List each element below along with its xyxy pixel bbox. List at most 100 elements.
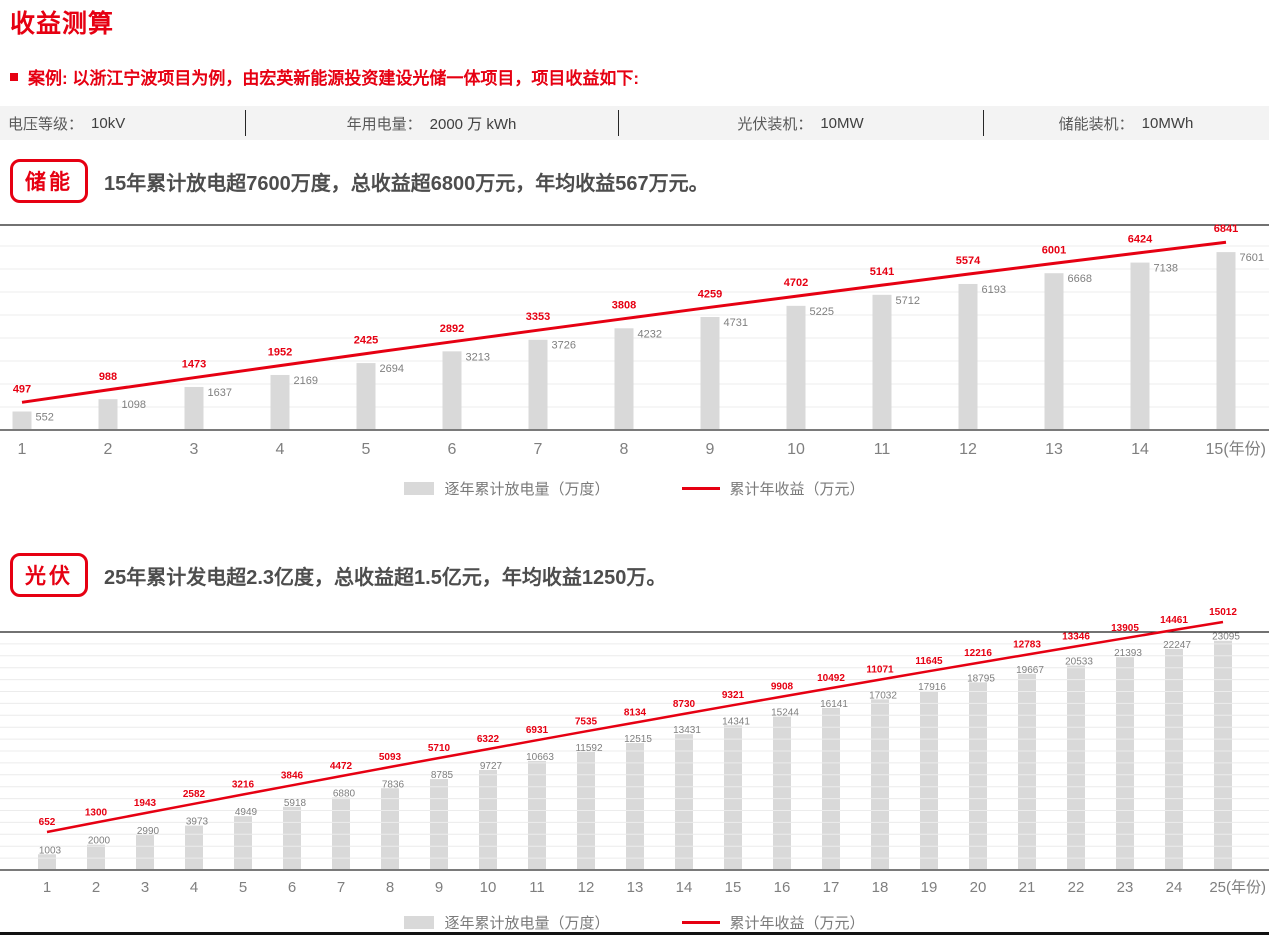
param-divider	[983, 110, 984, 136]
param-value: 10kV	[91, 114, 126, 132]
line-value-label: 3808	[612, 300, 636, 312]
line-value-label: 5141	[870, 266, 894, 278]
bar	[786, 305, 806, 430]
x-axis-label: 4	[190, 879, 198, 896]
bar-value-label: 12515	[624, 734, 652, 745]
bar	[381, 788, 399, 870]
param-label: 储能装机：	[1058, 115, 1134, 133]
bar	[430, 779, 448, 870]
param-item: 光伏装机： 10MW	[618, 106, 983, 140]
line-value-label: 13905	[1111, 623, 1139, 634]
bar	[773, 716, 791, 870]
page-title: 收益测算	[10, 10, 115, 38]
bar	[1116, 657, 1134, 870]
bar-value-label: 16141	[820, 699, 848, 710]
bar-value-label: 4232	[638, 328, 662, 340]
x-axis-label: 20	[970, 879, 987, 896]
bar-value-label: 20533	[1065, 657, 1093, 668]
bar-value-label: 5918	[284, 798, 307, 809]
x-axis-label: 17	[823, 879, 840, 896]
bar-value-label: 23095	[1212, 632, 1240, 643]
x-axis-label: 9	[706, 441, 715, 458]
bar-value-labels: 552 1098 1637 2169 2694 3213 3726 4232 4731 5225 5…	[36, 252, 1264, 423]
case-note: 案例: 以浙江宁波项目为例，由宏英新能源投资建设光储一体项目，项目收益如下:	[10, 64, 639, 89]
x-axis-label: 11	[529, 879, 545, 896]
line-value-label: 3353	[526, 311, 550, 323]
bar-value-label: 17032	[869, 690, 897, 701]
bar	[1165, 648, 1183, 870]
bar-value-label: 13431	[673, 725, 701, 736]
bar-value-label: 15244	[771, 708, 799, 719]
x-axis-label: 23	[1117, 879, 1134, 896]
bar-legend-swatch	[404, 916, 435, 929]
line-value-label: 652	[39, 817, 56, 828]
line-value-label: 2582	[183, 789, 206, 800]
bar-value-label: 1098	[122, 399, 146, 411]
bullet-square-icon	[10, 73, 18, 81]
bar	[872, 294, 892, 430]
bar	[1018, 673, 1036, 870]
x-axis-label: 6	[288, 879, 296, 896]
x-axis-label: 18	[872, 879, 889, 896]
line-legend-label: 累计年收益（万元）	[729, 915, 865, 932]
bar-value-label: 5712	[896, 295, 920, 307]
x-axis-label: 21	[1019, 879, 1036, 896]
param-divider	[618, 110, 619, 136]
bars	[12, 252, 1236, 430]
bar-value-label: 18795	[967, 673, 995, 684]
bar	[270, 374, 290, 430]
x-axis-label: 3	[141, 879, 149, 896]
bar-value-label: 14341	[722, 716, 750, 727]
bar-legend-label: 逐年累计放电量（万度）	[444, 481, 610, 498]
bar	[12, 411, 32, 430]
bar	[136, 835, 154, 870]
gridlines	[0, 245, 1269, 408]
bar-value-label: 7138	[1154, 263, 1178, 275]
x-axis-label: 19	[921, 879, 938, 896]
storage-section-header: 储能 15年累计放电超7600万度，总收益超6800万元，年均收益567万元。	[10, 158, 709, 204]
line-value-label: 6931	[526, 725, 549, 736]
x-axis-label: 25(年份)	[1209, 879, 1266, 896]
x-axis-label: 12	[578, 879, 595, 896]
line-value-label: 12783	[1013, 640, 1041, 651]
x-axis-label: 12	[959, 441, 977, 458]
line-value-label: 11645	[915, 656, 943, 667]
param-item: 年用电量： 2000 万 kWh	[245, 106, 618, 140]
project-params-bar: 电压等级： 10kV 年用电量： 2000 万 kWh 光伏装机： 10MW 储能装机： 10…	[0, 106, 1269, 140]
line-value-label: 1473	[182, 359, 206, 371]
line-value-label: 8730	[673, 699, 696, 710]
x-axis-label: 15(年份)	[1206, 440, 1266, 458]
revenue-line	[46, 620, 1224, 834]
bar-value-label: 17916	[918, 682, 946, 693]
x-axis-label: 16	[774, 879, 791, 896]
bar-value-label: 11592	[575, 743, 603, 754]
line-value-label: 11071	[866, 665, 894, 676]
param-value: 10MWh	[1141, 114, 1194, 132]
bars	[38, 640, 1232, 870]
bar	[1067, 665, 1085, 870]
x-axis-labels: 1 2 3 4 5 6 7 8 9 10 11 12 13 14 15(年份)	[18, 440, 1266, 458]
bar-value-label: 5225	[810, 306, 834, 318]
param-label: 光伏装机：	[737, 115, 813, 133]
line-value-label: 3846	[281, 770, 304, 781]
line-value-label: 5574	[956, 255, 981, 267]
line-value-label: 1952	[268, 347, 292, 359]
storage-headline: 15年累计放电超7600万度，总收益超6800万元，年均收益567万元。	[104, 172, 709, 195]
x-axis-label: 22	[1068, 879, 1085, 896]
x-axis-label: 7	[534, 441, 543, 458]
bar	[822, 707, 840, 870]
param-value: 2000 万 kWh	[429, 115, 517, 133]
bar	[969, 682, 987, 870]
param-value: 10MW	[820, 114, 864, 132]
x-axis-label: 8	[386, 879, 394, 896]
x-axis-label: 10	[480, 879, 497, 896]
param-label: 年用电量：	[346, 115, 422, 133]
bar-value-label: 4731	[724, 317, 748, 329]
bar	[185, 825, 203, 870]
storage-legend: 逐年累计放电量（万度） 累计年收益（万元）	[0, 478, 1269, 499]
pv-section-header: 光伏 25年累计发电超2.3亿度，总收益超1.5亿元，年均收益1250万。	[10, 552, 666, 598]
line-value-label: 5093	[379, 752, 402, 763]
bar	[356, 363, 376, 430]
line-legend-label: 累计年收益（万元）	[729, 481, 865, 498]
